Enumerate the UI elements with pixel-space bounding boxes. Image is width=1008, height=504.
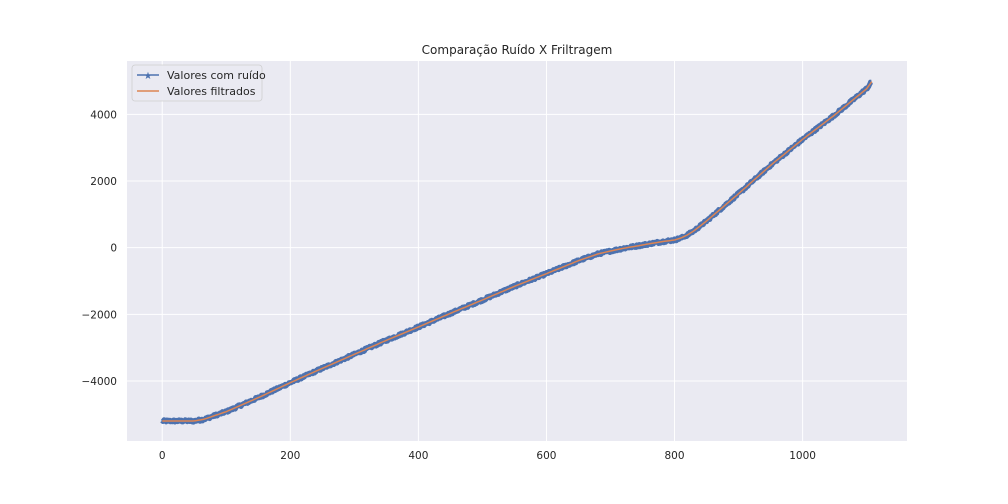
y-tick-label: 2000 bbox=[90, 176, 117, 188]
y-tick-label: 0 bbox=[110, 243, 117, 255]
y-axis: −4000 −2000 0 2000 4000 bbox=[81, 109, 117, 388]
x-tick-label: 1000 bbox=[789, 450, 816, 462]
legend-box bbox=[131, 64, 263, 102]
x-axis: 0 200 400 600 800 1000 bbox=[159, 450, 816, 462]
x-tick-label: 200 bbox=[280, 450, 300, 462]
plot-area bbox=[127, 61, 907, 441]
legend-filtered-label: Valores filtrados bbox=[167, 85, 256, 98]
x-tick-label: 0 bbox=[159, 450, 166, 462]
series-layer bbox=[160, 79, 874, 425]
x-tick-label: 800 bbox=[665, 450, 685, 462]
x-tick-label: 600 bbox=[536, 450, 556, 462]
chart-title: Comparação Ruído X Friltragem bbox=[422, 43, 613, 57]
y-tick-label: −4000 bbox=[81, 376, 117, 388]
legend: ★ Valores com ruído Valores filtrados bbox=[131, 64, 266, 102]
x-tick-label: 400 bbox=[408, 450, 428, 462]
series-filtered-values bbox=[162, 81, 873, 422]
grid-lines bbox=[127, 61, 907, 441]
legend-noisy-label: Valores com ruído bbox=[167, 69, 266, 82]
y-tick-label: 4000 bbox=[90, 109, 117, 121]
y-tick-label: −2000 bbox=[81, 309, 117, 321]
legend-noisy-marker: ★ bbox=[144, 71, 153, 82]
